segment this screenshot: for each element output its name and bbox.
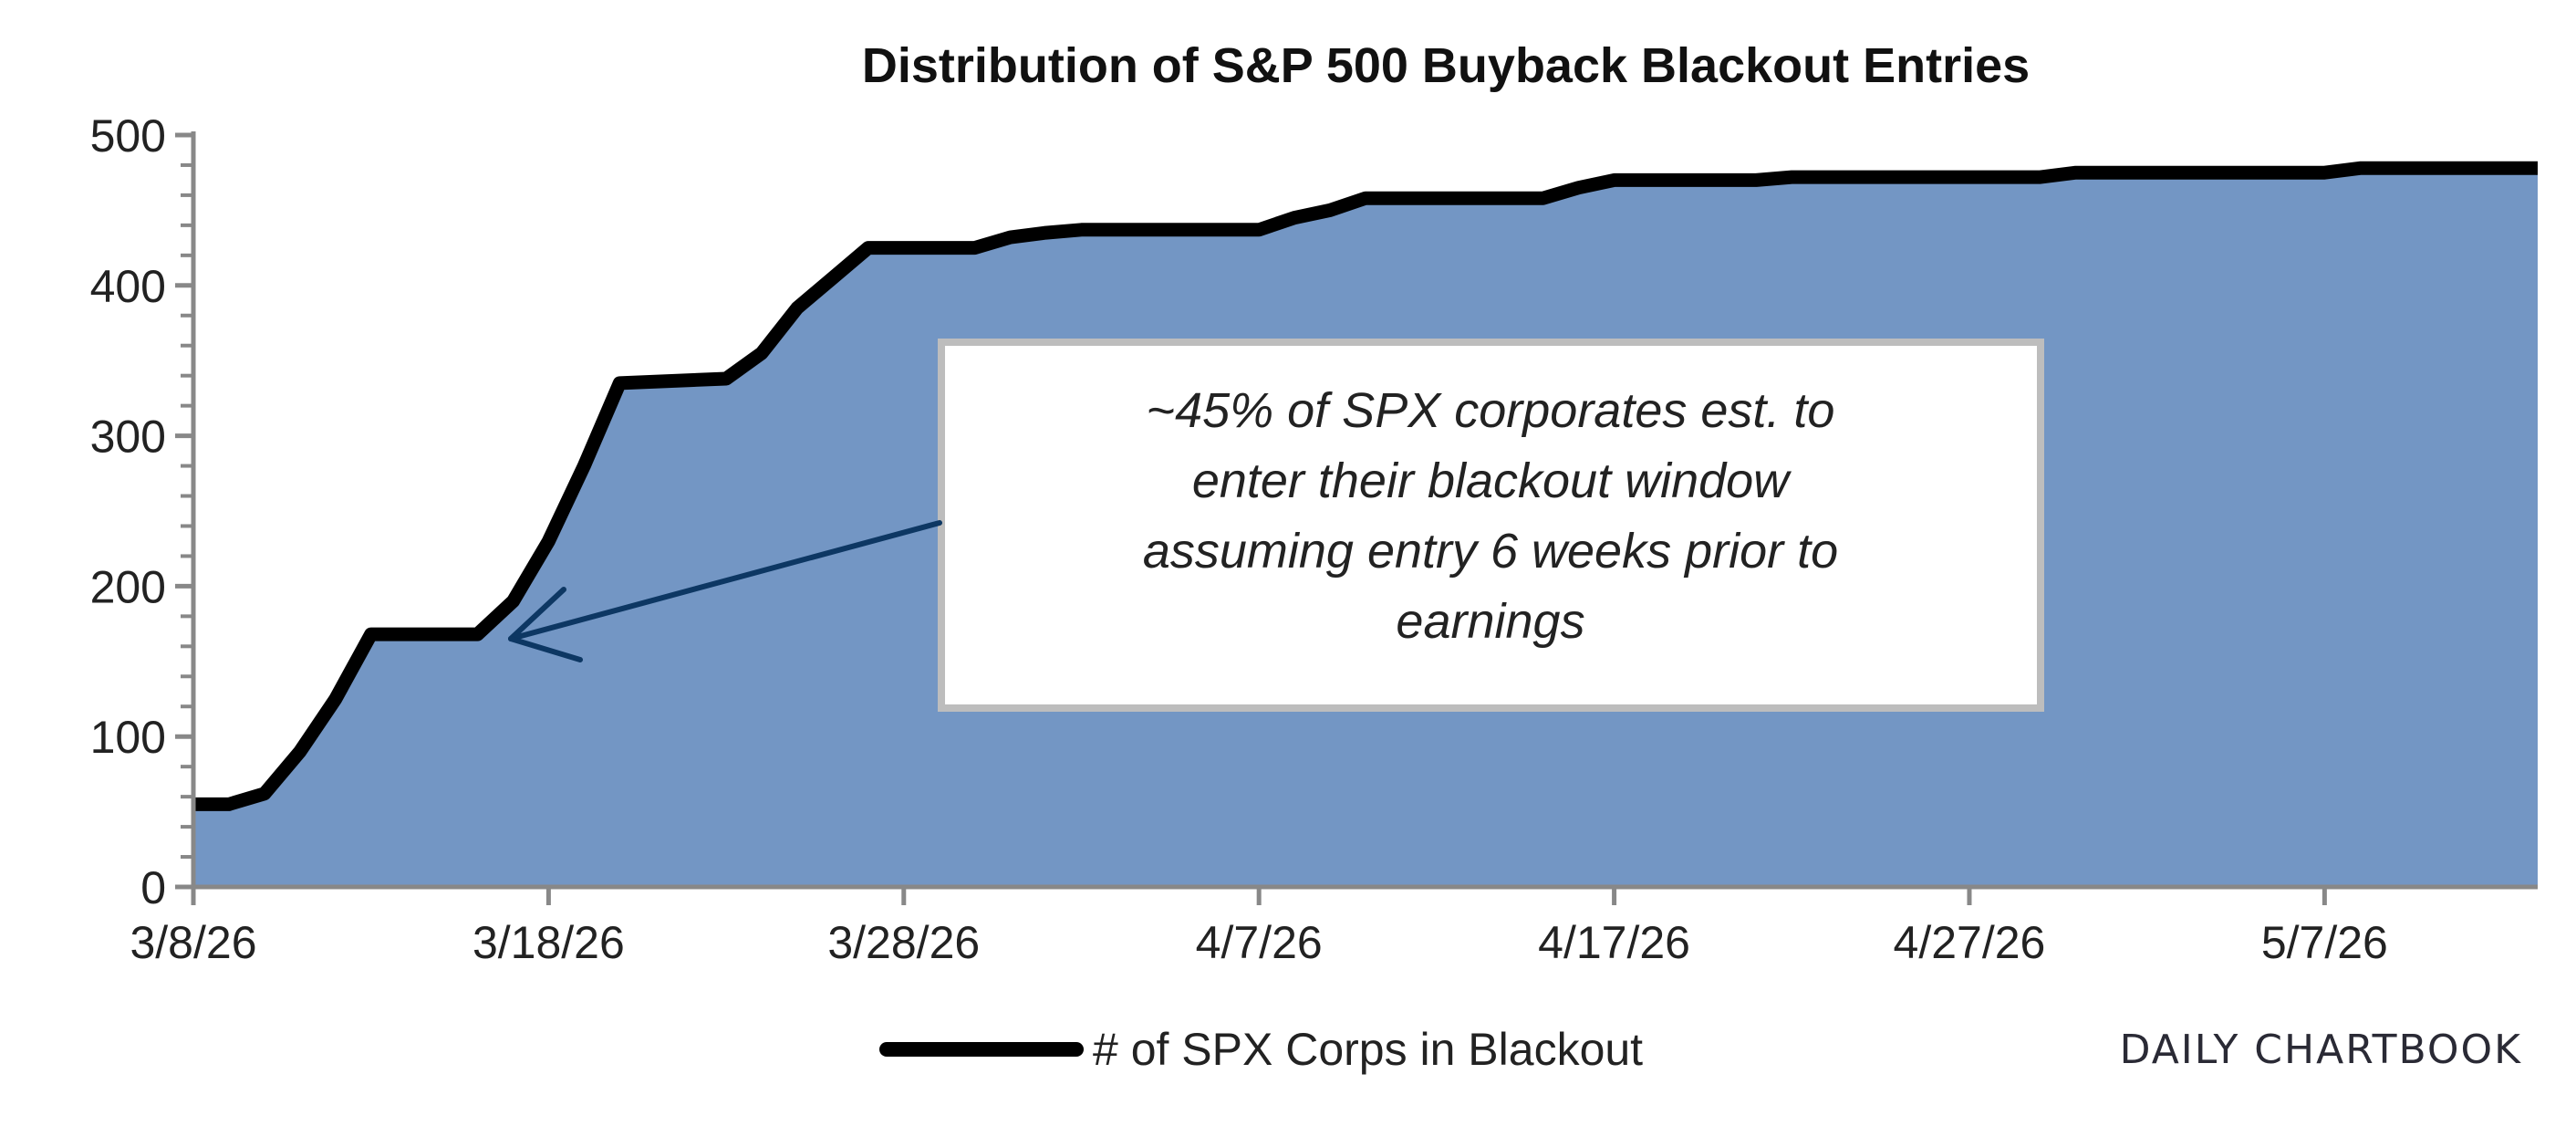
x-tick-label: 3/8/26 <box>130 917 256 968</box>
x-tick-label: 5/7/26 <box>2261 917 2388 968</box>
annotation-line-2: enter their blackout window <box>1192 454 1792 508</box>
annotation-arrow <box>508 520 942 662</box>
annotation-line-1: ~45% of SPX corporates est. to <box>1147 383 1835 438</box>
x-tick-label: 3/18/26 <box>473 917 625 968</box>
watermark: DAILY CHARTBOOK <box>2120 1027 2522 1073</box>
y-axis: 0 100 200 300 400 500 <box>90 110 196 913</box>
x-tick-label: 4/17/26 <box>1538 917 1690 968</box>
annotation-box <box>938 339 2044 712</box>
annotation: ~45% of SPX corporates est. to enter the… <box>508 339 2044 712</box>
y-tick-label: 100 <box>90 712 166 763</box>
y-tick-label: 300 <box>90 412 166 463</box>
x-axis: 3/8/26 3/18/26 3/28/26 4/7/26 4/17/26 4/27/26… <box>130 884 2538 968</box>
chart-title: Distribution of S&P 500 Buyback Blackout… <box>862 38 2030 93</box>
y-tick-label: 400 <box>90 261 166 312</box>
x-tick-label: 4/7/26 <box>1196 917 1323 968</box>
y-tick-label: 0 <box>140 862 166 913</box>
x-tick-label: 3/28/26 <box>827 917 980 968</box>
x-tick-label: 4/27/26 <box>1894 917 2046 968</box>
legend: # of SPX Corps in Blackout <box>879 1024 1643 1075</box>
series-line <box>193 161 2538 811</box>
y-tick-label: 500 <box>90 110 166 162</box>
legend-label: # of SPX Corps in Blackout <box>1093 1024 1643 1075</box>
y-tick-label: 200 <box>90 561 166 612</box>
annotation-line-4: earnings <box>1396 594 1584 649</box>
annotation-line-3: assuming entry 6 weeks prior to <box>1143 524 1838 579</box>
